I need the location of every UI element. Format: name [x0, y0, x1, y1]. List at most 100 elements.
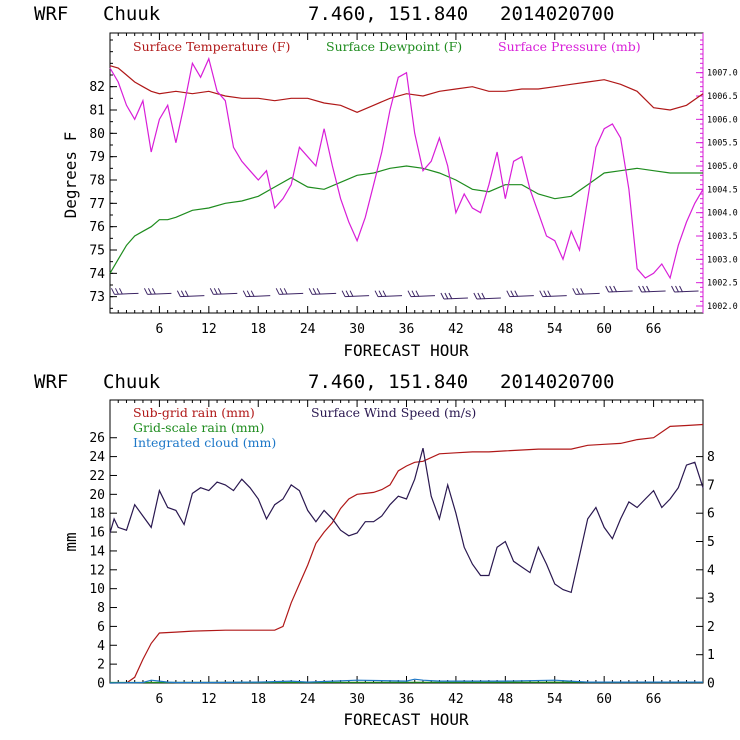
wind-barb-flag — [279, 288, 284, 295]
x-tick-label: 36 — [399, 322, 415, 337]
panel2-init-time: 2014020700 — [500, 371, 614, 393]
wind-barb-flag — [638, 285, 643, 293]
wind-barb-flag — [514, 290, 519, 297]
panel2-legend-wind-speed: Surface Wind Speed (m/s) — [311, 405, 476, 420]
y2-tick-label: 1006.5 — [707, 92, 738, 102]
wind-barb-flag — [246, 290, 251, 297]
wind-barb-flag — [378, 290, 383, 297]
wind-barb-flag — [605, 285, 610, 293]
y-tick-label: 77 — [89, 197, 105, 212]
panel1-coords: 7.460, 151.840 — [308, 3, 468, 25]
pressure-line — [109, 56, 704, 280]
y-tick-label: 18 — [89, 507, 105, 522]
wind-barb-flag — [481, 292, 486, 300]
wind-barb-flag — [119, 288, 123, 295]
x-tick-label: 30 — [349, 322, 365, 337]
panel1-header: WRF Chuuk 7.460, 151.840 2014020700 — [34, 3, 614, 25]
wind-barb-flag — [448, 292, 453, 300]
y2-tick-label: 1004.0 — [707, 209, 738, 219]
x-tick-label: 6 — [156, 692, 164, 707]
panel2-location: Chuuk — [103, 371, 161, 393]
wind-barb-flag — [671, 285, 675, 293]
y-tick-label: 4 — [97, 639, 105, 654]
y-tick-label: 76 — [89, 220, 105, 235]
y-tick-label: 6 — [97, 620, 105, 635]
y-tick-label: 16 — [89, 526, 105, 541]
wind-barb-flag — [213, 288, 218, 295]
y-tick-label: 75 — [89, 244, 105, 259]
wind-barb-flag — [679, 285, 683, 293]
panel1-y2-axis: 1002.0 1002.5 1003.0 1003.5 1004.0 1004.5 1005… — [696, 39, 738, 312]
y2-tick-label: 1003.5 — [707, 232, 738, 242]
y2-tick-label: 5 — [707, 535, 715, 550]
y2-tick-label: 2 — [707, 620, 715, 635]
wind-barb-flag — [151, 288, 156, 295]
wind-barb-flag — [115, 288, 119, 295]
wind-barb-flag — [382, 290, 387, 297]
wind-barb-flag — [316, 288, 321, 295]
y-tick-label: 8 — [97, 601, 105, 616]
y2-tick-label: 1 — [707, 648, 715, 663]
wind-barb-flag — [547, 290, 552, 297]
y-tick-label: 80 — [89, 127, 105, 142]
y2-tick-label: 1005.5 — [707, 139, 738, 149]
y-tick-label: 26 — [89, 431, 105, 446]
panel2-y-axis-label: mm — [61, 532, 80, 551]
wind-barb-flag — [349, 290, 354, 297]
wind-speed-line — [109, 447, 704, 594]
wind-barb-flag — [477, 292, 482, 300]
x-tick-label: 60 — [596, 322, 612, 337]
wind-barb-flag — [440, 292, 445, 300]
panel2-header: WRF Chuuk 7.460, 151.840 2014020700 — [34, 371, 614, 393]
wind-barb-flag — [576, 288, 581, 295]
panel2-model: WRF — [34, 371, 68, 393]
y-tick-label: 78 — [89, 174, 105, 189]
wind-barb-flag — [180, 290, 185, 297]
wind-barb-flag — [646, 285, 651, 293]
y2-tick-label: 7 — [707, 478, 715, 493]
wind-barb-flag — [506, 290, 511, 297]
dewpoint-line — [109, 165, 703, 274]
panel1-init-time: 2014020700 — [500, 3, 614, 25]
panel1-model: WRF — [34, 3, 68, 25]
y-tick-label: 20 — [89, 488, 105, 503]
x-tick-label: 36 — [399, 692, 415, 707]
wind-barb-flag — [217, 288, 222, 295]
y-tick-label: 82 — [89, 80, 105, 95]
wind-barb-flag — [473, 292, 478, 300]
y2-tick-label: 1002.5 — [707, 279, 738, 289]
x-tick-label: 66 — [646, 692, 662, 707]
x-tick-label: 66 — [646, 322, 662, 337]
x-tick-label: 42 — [448, 692, 464, 707]
y-tick-label: 10 — [89, 582, 105, 597]
panel2-coords: 7.460, 151.840 — [308, 371, 468, 393]
y-tick-label: 79 — [89, 150, 105, 165]
wind-barb-flag — [345, 290, 350, 297]
wind-barb-flag — [341, 290, 346, 297]
x-tick-label: 18 — [250, 692, 266, 707]
panel2-legend-gridscale-rain: Grid-scale rain (mm) — [133, 420, 264, 435]
x-tick-label: 54 — [547, 692, 563, 707]
y2-tick-label: 1005.0 — [707, 162, 738, 172]
wind-barb-flag — [675, 285, 679, 293]
y-tick-label: 81 — [89, 104, 105, 119]
wind-barb-flag — [147, 288, 152, 295]
wind-barb-flag — [543, 290, 548, 297]
wind-barb-flag — [275, 288, 280, 295]
x-tick-label: 6 — [156, 322, 164, 337]
y-tick-label: 74 — [89, 267, 105, 282]
wind-barb-flag — [308, 288, 313, 295]
panel1-x-axis: 6 12 18 24 30 36 42 48 54 60 66 — [117, 33, 696, 337]
x-tick-label: 54 — [547, 322, 563, 337]
panel2-y2-axis: 0 1 2 3 4 5 6 7 8 — [696, 450, 715, 692]
x-tick-label: 18 — [250, 322, 266, 337]
x-tick-label: 12 — [201, 692, 217, 707]
y2-tick-label: 6 — [707, 507, 715, 522]
x-tick-label: 12 — [201, 322, 217, 337]
x-tick-label: 24 — [300, 322, 316, 337]
wind-barb-flag — [250, 290, 255, 297]
integrated-cloud-line — [109, 678, 703, 684]
wind-barb-flag — [444, 292, 449, 300]
